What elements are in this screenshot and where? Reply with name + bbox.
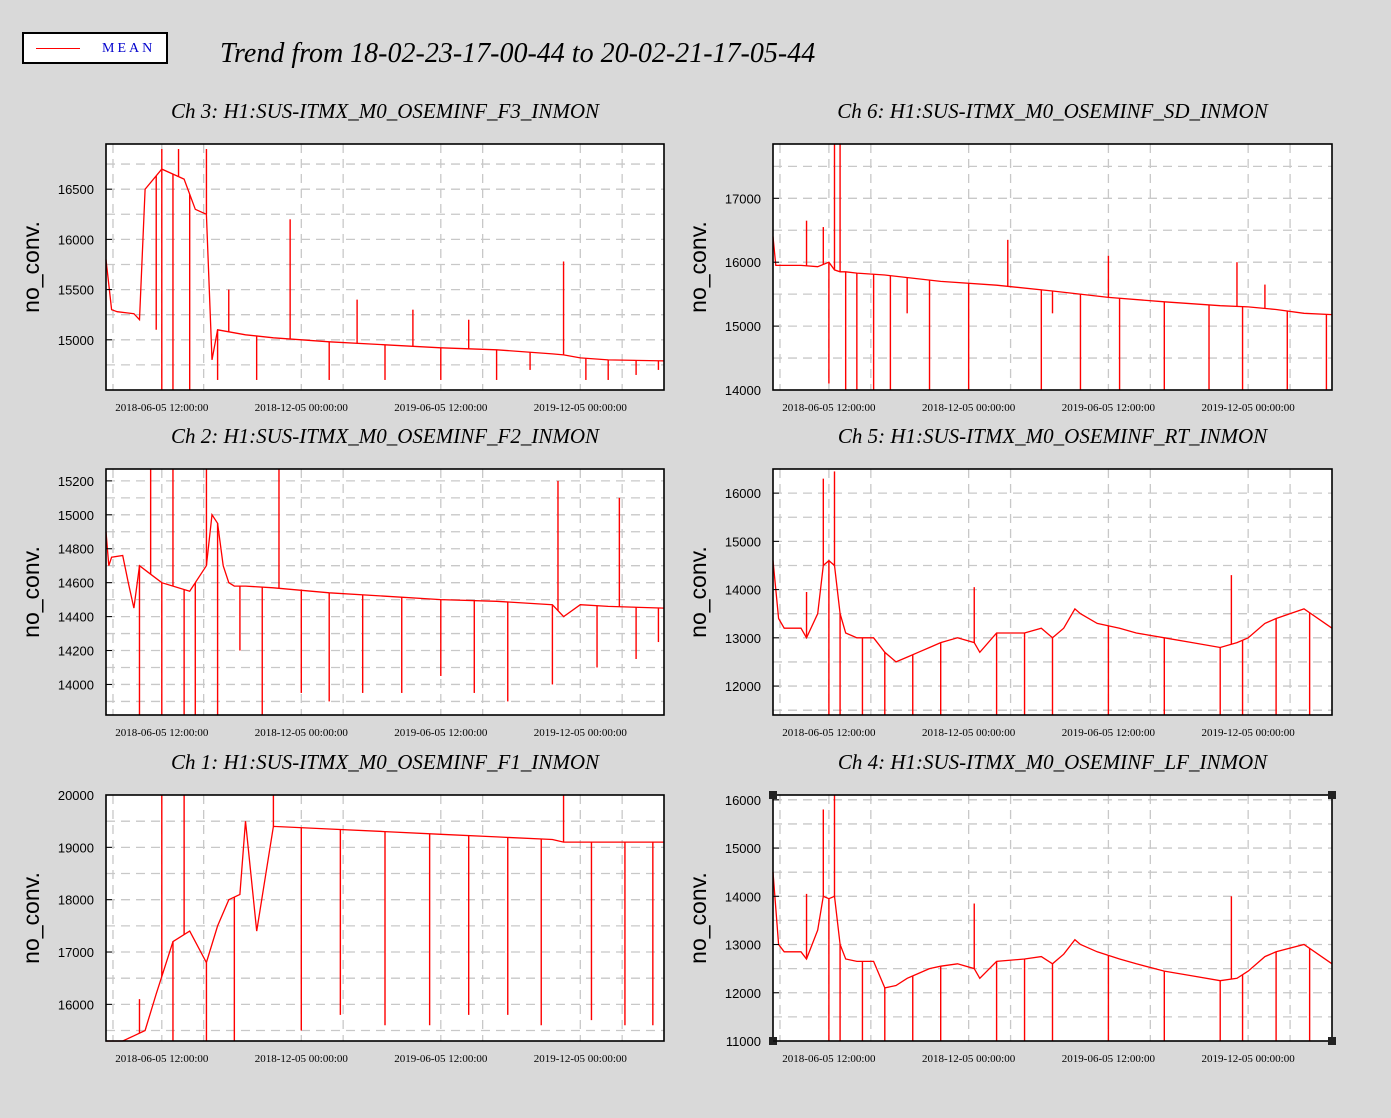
y-axis-label: no_conv.: [685, 872, 711, 964]
plot-area: [773, 144, 1332, 390]
plot-area: [106, 469, 664, 715]
mean-series-line: [105, 512, 665, 618]
chart-panel-6[interactable]: 11000 12000 13000 14000 15000 16000 2018-06-05…: [685, 750, 1336, 1065]
chart-panel-2[interactable]: 14000 15000 16000 17000 2018-06-05 12:00:00 2…: [685, 99, 1333, 414]
x-tick-label: 2019-06-05 12:00:00: [394, 727, 488, 739]
y-tick-label: 12000: [725, 986, 761, 1001]
plot-frame: [772, 143, 1333, 391]
y-tick-label: 17000: [725, 191, 761, 206]
x-tick-label: 2019-12-05 00:00:00: [534, 1053, 628, 1065]
y-tick-label: 14000: [725, 889, 761, 904]
y-tick-label: 15500: [58, 283, 94, 298]
y-tick-label: 14600: [58, 576, 94, 591]
y-tick-label: 11000: [726, 1034, 761, 1049]
y-axis-label: no_conv.: [18, 546, 44, 638]
x-tick-label: 2018-12-05 00:00:00: [922, 402, 1016, 414]
chart-panel-3[interactable]: 14000 14200 14400 14600 14800 15000 15200 2018-…: [18, 424, 665, 739]
y-tick-label: 15000: [725, 534, 761, 549]
y-tick-label: 16500: [58, 182, 94, 197]
x-tick-label: 2018-06-05 12:00:00: [115, 727, 209, 739]
mean-series-line: [105, 168, 665, 362]
chart-title: Ch 5: H1:SUS-ITMX_M0_OSEMINF_RT_INMON: [838, 424, 1268, 448]
page-title: Trend from 18-02-23-17-00-44 to 20-02-21…: [220, 38, 816, 69]
y-tick-label: 14800: [58, 542, 94, 557]
y-tick-label: 16000: [58, 232, 94, 247]
y-tick-label: 16000: [725, 486, 761, 501]
y-tick-label: 14000: [725, 583, 761, 598]
chart-panel-4[interactable]: 12000 13000 14000 15000 16000 2018-06-05 12:0…: [685, 424, 1333, 739]
selection-handle[interactable]: [1328, 1037, 1336, 1045]
y-tick-label: 12000: [725, 679, 761, 694]
x-tick-label: 2019-06-05 12:00:00: [394, 1053, 488, 1065]
mean-series-line: [106, 821, 664, 1042]
y-axis-label: no_conv.: [18, 221, 44, 313]
x-tick-label: 2018-12-05 00:00:00: [255, 1053, 349, 1065]
y-axis-label: no_conv.: [685, 546, 711, 638]
chart-title: Ch 6: H1:SUS-ITMX_M0_OSEMINF_SD_INMON: [837, 99, 1268, 123]
y-tick-label: 15200: [58, 474, 94, 489]
plot-frame: [772, 794, 1333, 1042]
plot-frame: [105, 794, 665, 1042]
y-tick-label: 16000: [725, 793, 761, 808]
selection-handle[interactable]: [769, 791, 777, 799]
y-tick-label: 14400: [58, 610, 94, 625]
plot-frame: [105, 468, 665, 716]
x-tick-label: 2018-12-05 00:00:00: [255, 402, 349, 414]
y-axis-label: no_conv.: [18, 872, 44, 964]
y-tick-label: 18000: [58, 893, 94, 908]
chart-title: Ch 2: H1:SUS-ITMX_M0_OSEMINF_F2_INMON: [171, 424, 600, 448]
x-tick-label: 2019-06-05 12:00:00: [1062, 402, 1156, 414]
plot-frame: [105, 143, 665, 391]
plot-frame: [772, 468, 1333, 716]
y-tick-label: 15000: [58, 333, 94, 348]
y-tick-label: 13000: [725, 938, 761, 953]
mean-series-line: [772, 236, 1333, 316]
chart-title: Ch 3: H1:SUS-ITMX_M0_OSEMINF_F3_INMON: [171, 99, 600, 123]
mean-series-line: [772, 872, 1333, 989]
selection-handle[interactable]: [1328, 791, 1336, 799]
y-tick-label: 13000: [725, 631, 761, 646]
chart-title: Ch 1: H1:SUS-ITMX_M0_OSEMINF_F1_INMON: [171, 750, 600, 774]
legend-label: MEAN: [102, 41, 156, 56]
x-tick-label: 2019-12-05 00:00:00: [534, 402, 628, 414]
x-tick-label: 2018-12-05 00:00:00: [922, 1053, 1016, 1065]
chart-panel-5[interactable]: 16000 17000 18000 19000 20000 2018-06-05 12:0…: [18, 750, 665, 1065]
x-tick-label: 2019-06-05 12:00:00: [394, 402, 488, 414]
x-tick-label: 2018-12-05 00:00:00: [922, 727, 1016, 739]
x-tick-label: 2018-06-05 12:00:00: [115, 402, 209, 414]
y-tick-label: 14000: [58, 677, 94, 692]
x-tick-label: 2018-06-05 12:00:00: [782, 727, 876, 739]
y-tick-label: 14200: [58, 644, 94, 659]
legend: MEAN: [22, 32, 168, 64]
x-tick-label: 2019-12-05 00:00:00: [1202, 402, 1296, 414]
y-tick-label: 15000: [725, 841, 761, 856]
x-tick-label: 2019-12-05 00:00:00: [1202, 1053, 1296, 1065]
x-tick-label: 2019-06-05 12:00:00: [1062, 1053, 1156, 1065]
y-tick-label: 20000: [58, 788, 94, 803]
x-tick-label: 2018-12-05 00:00:00: [255, 727, 349, 739]
mean-series-line: [772, 559, 1333, 663]
y-tick-label: 17000: [58, 945, 94, 960]
x-tick-label: 2018-06-05 12:00:00: [782, 1053, 876, 1065]
y-tick-label: 16000: [725, 255, 761, 270]
x-tick-label: 2019-12-05 00:00:00: [534, 727, 628, 739]
y-tick-label: 16000: [58, 997, 94, 1012]
y-axis-label: no_conv.: [685, 221, 711, 313]
y-tick-label: 15000: [58, 508, 94, 523]
y-tick-label: 19000: [58, 840, 94, 855]
y-tick-label: 14000: [725, 383, 761, 398]
x-tick-label: 2019-12-05 00:00:00: [1202, 727, 1296, 739]
x-tick-label: 2018-06-05 12:00:00: [782, 402, 876, 414]
x-tick-label: 2019-06-05 12:00:00: [1062, 727, 1156, 739]
chart-panel-1[interactable]: 15000 15500 16000 16500 2018-06-05 12:00:00 2…: [18, 99, 665, 414]
legend-line-swatch: [36, 48, 80, 49]
x-tick-label: 2018-06-05 12:00:00: [115, 1053, 209, 1065]
chart-title: Ch 4: H1:SUS-ITMX_M0_OSEMINF_LF_INMON: [838, 750, 1268, 774]
y-tick-label: 15000: [725, 319, 761, 334]
